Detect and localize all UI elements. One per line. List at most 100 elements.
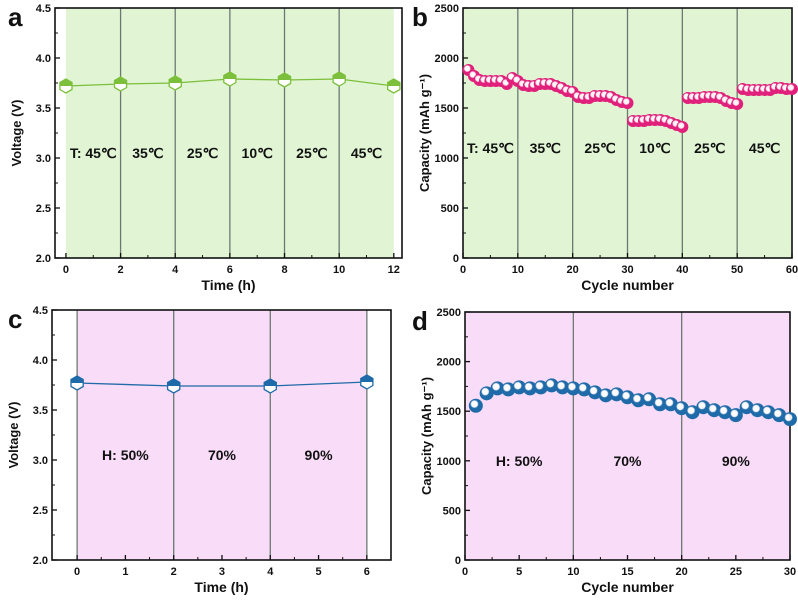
x-tick-label: 15 <box>621 566 633 578</box>
y-tick-label: 2.0 <box>36 253 51 265</box>
data-point <box>523 381 537 396</box>
data-point <box>739 400 754 415</box>
y-tick-label: 3.5 <box>36 103 51 115</box>
x-tick-label: 30 <box>621 264 633 276</box>
x-tick-label: 0 <box>460 264 466 276</box>
data-point <box>707 403 722 418</box>
data-point <box>761 405 776 420</box>
region-label: 25℃ <box>187 145 219 161</box>
panel-letter: d <box>412 306 428 336</box>
y-tick-label: 500 <box>443 505 461 517</box>
region-label: 10℃ <box>639 140 671 156</box>
region-label: T: 45℃ <box>467 140 514 156</box>
x-tick-label: 10 <box>567 566 579 578</box>
data-point <box>653 397 667 412</box>
data-point <box>696 400 711 415</box>
data-point <box>490 381 505 396</box>
data-point <box>728 408 743 423</box>
y-tick-label: 1000 <box>437 456 461 468</box>
data-point <box>588 385 602 400</box>
data-point-top <box>59 79 73 86</box>
data-point <box>750 403 765 418</box>
data-point <box>772 408 787 423</box>
y-tick-label: 1000 <box>435 153 459 165</box>
region-label: 25℃ <box>694 140 726 156</box>
data-point-top <box>114 77 127 84</box>
region-label: 45℃ <box>749 140 781 156</box>
y-axis-label: Capacity (mAh g⁻¹) <box>417 74 432 192</box>
x-tick-label: 10 <box>512 264 524 276</box>
x-tick-label: 25 <box>730 566 742 578</box>
x-tick-label: 0 <box>63 264 69 276</box>
x-tick-label: 5 <box>516 566 522 578</box>
y-tick-label: 4.5 <box>36 3 51 15</box>
x-tick-label: 50 <box>731 264 743 276</box>
x-axis-label: Cycle number <box>581 579 674 595</box>
region-label: 25℃ <box>296 145 328 161</box>
data-point <box>718 405 732 420</box>
data-point <box>685 405 700 420</box>
y-tick-label: 3.5 <box>33 405 48 417</box>
data-point <box>674 401 689 416</box>
panel-a: 0 2 4 6 8 10 12 2.0 2.5 3.0 3.5 4.0 4.5 Time (h) Volta… <box>8 2 403 293</box>
data-point-top <box>333 72 346 79</box>
y-axis-label: Capacity (mAh g⁻¹) <box>419 377 434 495</box>
x-tick-label: 1 <box>122 566 128 578</box>
y-tick-label: 2500 <box>437 307 461 319</box>
x-tick-label: 40 <box>676 264 688 276</box>
x-tick-label: 6 <box>227 264 233 276</box>
x-tick-label: 3 <box>219 566 225 578</box>
data-point <box>512 380 527 395</box>
y-axis-label: Voltage (V) <box>9 100 24 167</box>
region-label: H: 50% <box>496 453 543 469</box>
data-point-top <box>223 72 236 79</box>
x-axis-label: Cycle number <box>581 277 674 293</box>
data-point <box>577 382 592 397</box>
region-label: 45℃ <box>351 145 383 161</box>
panel-letter: b <box>412 2 428 32</box>
panel-letter: a <box>8 2 23 32</box>
y-tick-label: 0 <box>455 555 461 567</box>
data-point <box>786 83 798 95</box>
x-tick-label: 5 <box>316 566 322 578</box>
x-tick-label: 20 <box>567 264 579 276</box>
y-tick-label: 500 <box>441 203 459 215</box>
data-point <box>631 393 646 408</box>
y-tick-label: 4.0 <box>36 53 51 65</box>
x-axis-label: Time (h) <box>194 579 248 595</box>
x-tick-label: 30 <box>784 566 796 578</box>
shaded-region <box>77 310 367 560</box>
y-axis-label: Voltage (V) <box>6 402 21 469</box>
y-tick-label: 1500 <box>435 103 459 115</box>
x-tick-label: 2 <box>118 264 124 276</box>
y-tick-label: 3.0 <box>33 455 48 467</box>
y-tick-label: 3.0 <box>36 153 51 165</box>
y-tick-label: 4.0 <box>33 355 48 367</box>
data-point <box>663 397 678 412</box>
data-point <box>479 386 494 401</box>
x-tick-label: 4 <box>172 264 179 276</box>
data-point <box>642 392 657 407</box>
region-label: 10℃ <box>242 145 274 161</box>
y-tick-label: 1500 <box>437 406 461 418</box>
region-label: 90% <box>305 447 334 463</box>
data-point <box>676 121 689 133</box>
x-tick-label: 2 <box>171 566 177 578</box>
shaded-region <box>465 312 790 560</box>
x-tick-label: 8 <box>281 264 287 276</box>
x-tick-label: 20 <box>676 566 688 578</box>
y-tick-label: 2.0 <box>33 555 48 567</box>
data-point <box>598 388 613 403</box>
data-point <box>501 382 516 397</box>
data-point <box>555 380 570 395</box>
y-tick-label: 2500 <box>435 3 459 15</box>
x-tick-label: 60 <box>786 264 798 276</box>
data-point <box>566 381 581 396</box>
data-point-top <box>278 73 291 80</box>
y-tick-label: 2.5 <box>33 505 48 517</box>
data-point-top <box>360 375 373 382</box>
data-line <box>77 381 367 387</box>
x-tick-label: 10 <box>333 264 345 276</box>
region-label: T: 45℃ <box>70 145 117 161</box>
